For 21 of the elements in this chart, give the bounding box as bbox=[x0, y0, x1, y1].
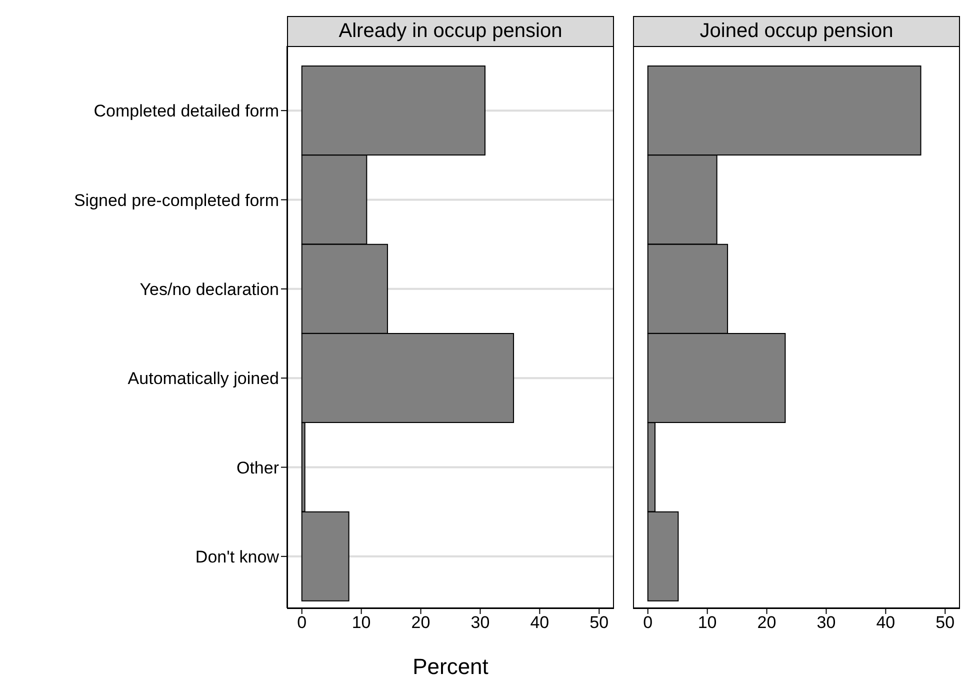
y-tick-label: Other bbox=[236, 458, 280, 478]
x-tick-label: 50 bbox=[936, 613, 955, 632]
x-axis-title: Percent bbox=[412, 654, 488, 679]
y-tick-label: Automatically joined bbox=[128, 369, 279, 388]
x-tick-label: 0 bbox=[643, 613, 653, 632]
y-tick-label: Yes/no declaration bbox=[140, 280, 279, 299]
x-tick-label: 10 bbox=[698, 613, 717, 632]
y-tick-label: Don't know bbox=[195, 547, 280, 566]
x-tick-label: 10 bbox=[352, 613, 371, 632]
x-tick-label: 30 bbox=[470, 613, 490, 632]
x-tick-label: 50 bbox=[590, 613, 609, 632]
x-tick-label: 30 bbox=[816, 613, 836, 632]
x-tick-label: 20 bbox=[411, 613, 430, 632]
x-tick-label: 40 bbox=[530, 613, 550, 632]
y-tick-label: Signed pre-completed form bbox=[74, 190, 279, 210]
chart-title: Joined occup pension bbox=[633, 16, 960, 47]
x-tick-label: 20 bbox=[757, 613, 776, 632]
x-tick-label: 0 bbox=[297, 613, 307, 632]
chart-title: Already in occup pension bbox=[287, 16, 614, 47]
y-tick-label: Completed detailed form bbox=[94, 102, 279, 121]
x-tick-label: 40 bbox=[876, 613, 896, 632]
